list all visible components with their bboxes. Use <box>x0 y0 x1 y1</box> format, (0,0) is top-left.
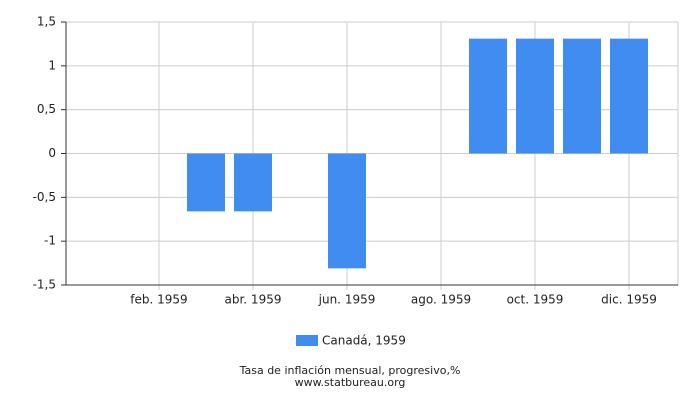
caption: Tasa de inflación mensual, progresivo,% <box>239 364 461 377</box>
y-tick-label: 0 <box>48 146 56 160</box>
x-tick-label: abr. 1959 <box>225 293 282 307</box>
x-tick-label: ago. 1959 <box>411 293 471 307</box>
x-tick-label: oct. 1959 <box>507 293 564 307</box>
x-tick-label: jun. 1959 <box>318 293 376 307</box>
legend-swatch <box>296 335 318 346</box>
y-tick-label: -1,5 <box>33 278 56 292</box>
bar <box>610 38 648 154</box>
y-tick-label: 1 <box>48 58 56 72</box>
source: www.statbureau.org <box>295 376 406 389</box>
x-tick-label: dic. 1959 <box>601 293 657 307</box>
y-tick-label: -0,5 <box>33 190 56 204</box>
y-tick-label: 1,5 <box>37 15 56 29</box>
bar <box>328 153 366 269</box>
bar <box>516 38 554 154</box>
y-tick-label: -1 <box>44 234 56 248</box>
bar <box>563 38 601 154</box>
bar <box>187 153 225 212</box>
y-tick-label: 0,5 <box>37 102 56 116</box>
legend-label: Canadá, 1959 <box>322 334 406 348</box>
bar <box>469 38 507 154</box>
x-tick-label: feb. 1959 <box>130 293 187 307</box>
bar <box>234 153 272 212</box>
